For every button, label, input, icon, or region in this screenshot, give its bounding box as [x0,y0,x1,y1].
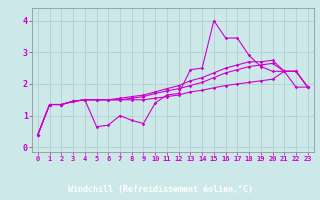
Text: Windchill (Refroidissement éolien,°C): Windchill (Refroidissement éolien,°C) [68,185,252,194]
